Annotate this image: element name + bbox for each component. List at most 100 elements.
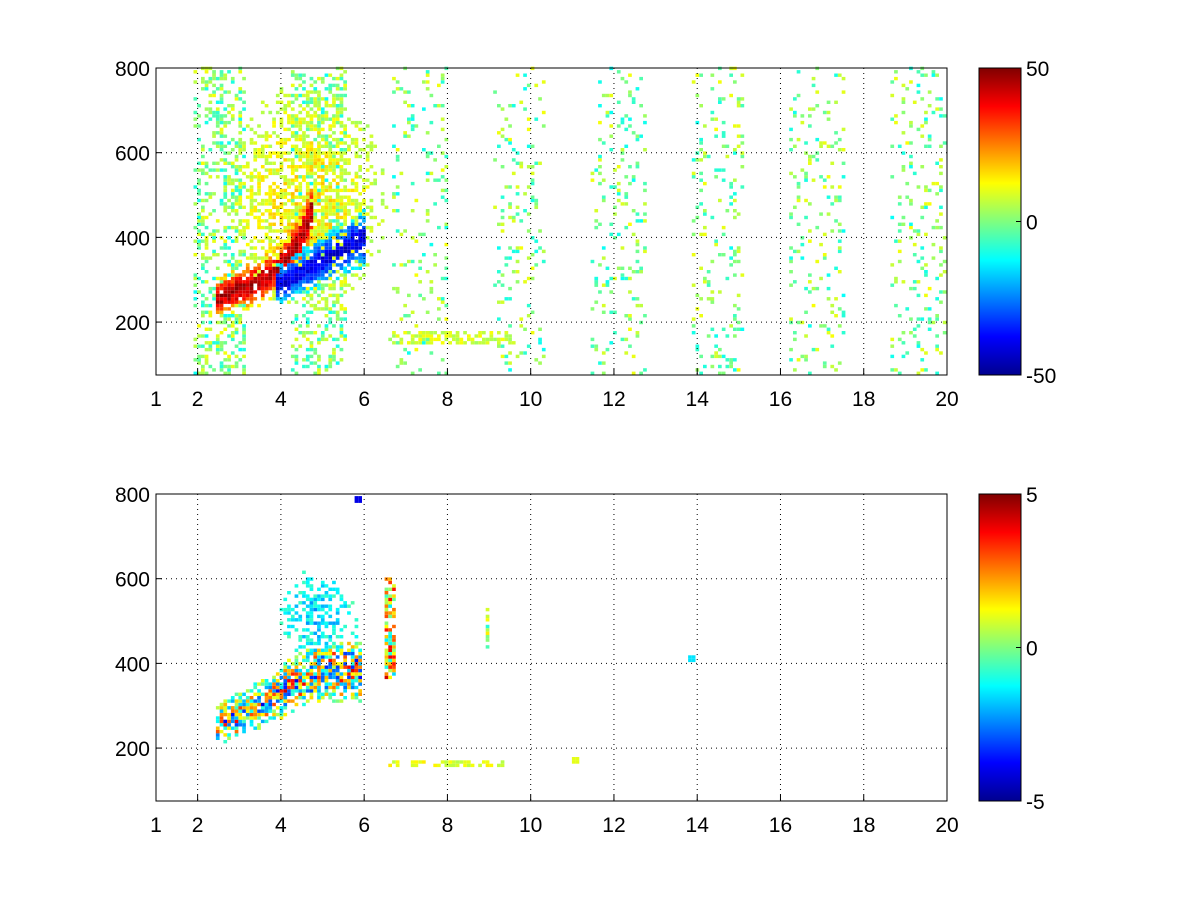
heatmap-cell bbox=[257, 151, 261, 155]
heatmap-cell bbox=[298, 104, 303, 108]
heatmap-cell bbox=[268, 192, 273, 196]
heatmap-cell bbox=[691, 283, 696, 287]
heatmap-cell bbox=[721, 232, 726, 237]
heatmap-cell bbox=[305, 202, 310, 206]
heatmap-cell bbox=[313, 181, 318, 186]
heatmap-cell bbox=[298, 212, 303, 216]
heatmap-cell bbox=[238, 347, 243, 352]
heatmap-cell bbox=[193, 290, 198, 294]
heatmap-cell bbox=[238, 110, 243, 115]
heatmap-cell bbox=[242, 100, 246, 104]
heatmap-cell bbox=[347, 249, 351, 254]
heatmap-cell bbox=[305, 668, 310, 673]
heatmap-cell bbox=[313, 689, 318, 693]
heatmap-cell bbox=[294, 215, 299, 220]
heatmap-cell bbox=[328, 286, 333, 291]
heatmap-cell bbox=[523, 192, 527, 196]
heatmap-cell bbox=[294, 611, 299, 615]
heatmap-cell bbox=[635, 259, 640, 264]
heatmap-cell bbox=[309, 303, 314, 308]
heatmap-cell bbox=[302, 607, 306, 612]
heatmap-cell bbox=[354, 181, 359, 186]
heatmap-cell bbox=[523, 107, 527, 111]
heatmap-cell bbox=[204, 280, 209, 284]
heatmap-cell bbox=[287, 658, 291, 663]
heatmap-cell bbox=[279, 90, 284, 94]
heatmap-cell bbox=[841, 229, 846, 233]
heatmap-cell bbox=[290, 668, 295, 673]
heatmap-cell bbox=[290, 692, 295, 696]
heatmap-cell bbox=[425, 131, 430, 135]
heatmap-cell bbox=[332, 83, 336, 88]
heatmap-cell bbox=[320, 648, 325, 652]
heatmap-cell bbox=[463, 341, 467, 345]
heatmap-cell bbox=[384, 601, 389, 605]
heatmap-cell bbox=[283, 242, 288, 247]
heatmap-cell bbox=[733, 249, 737, 254]
heatmap-cell bbox=[894, 276, 898, 281]
heatmap-cell bbox=[305, 154, 310, 159]
heatmap-cell bbox=[208, 80, 213, 84]
heatmap-cell bbox=[324, 87, 329, 91]
heatmap-cell bbox=[590, 371, 595, 375]
heatmap-cell bbox=[350, 249, 355, 254]
heatmap-cell bbox=[740, 73, 745, 77]
heatmap-cell bbox=[215, 276, 220, 281]
heatmap-cell bbox=[227, 699, 231, 703]
heatmap-cell bbox=[414, 198, 419, 203]
heatmap-cell bbox=[317, 337, 321, 342]
heatmap-cell bbox=[343, 205, 347, 209]
heatmap-cell bbox=[511, 148, 516, 152]
heatmap-cell bbox=[350, 229, 355, 233]
heatmap-cell bbox=[837, 148, 842, 152]
heatmap-cell bbox=[223, 168, 228, 172]
heatmap-cell bbox=[620, 117, 625, 121]
heatmap-cell bbox=[332, 621, 336, 625]
heatmap-cell bbox=[320, 80, 325, 84]
heatmap-cell bbox=[309, 239, 314, 243]
heatmap-cell bbox=[388, 628, 392, 632]
heatmap-cell bbox=[298, 205, 303, 209]
heatmap-cell bbox=[317, 154, 321, 159]
heatmap-cell bbox=[358, 679, 362, 683]
heatmap-cell bbox=[219, 341, 224, 345]
heatmap-cell bbox=[305, 90, 310, 94]
heatmap-cell bbox=[452, 334, 456, 338]
heatmap-cell bbox=[290, 273, 295, 277]
heatmap-cell bbox=[437, 178, 441, 182]
heatmap-cell bbox=[294, 655, 299, 659]
heatmap-cell bbox=[283, 137, 288, 142]
heatmap-cell bbox=[294, 131, 299, 135]
heatmap-cell bbox=[223, 242, 228, 247]
heatmap-cell bbox=[253, 270, 258, 274]
heatmap-cell bbox=[613, 276, 617, 281]
heatmap-cell bbox=[407, 117, 411, 121]
heatmap-cell bbox=[305, 97, 310, 101]
heatmap-cell bbox=[320, 205, 325, 209]
heatmap-cell bbox=[733, 327, 737, 331]
heatmap-cell bbox=[598, 361, 602, 365]
heatmap-cell bbox=[290, 114, 295, 118]
heatmap-cell bbox=[298, 215, 303, 220]
heatmap-cell bbox=[309, 310, 314, 314]
heatmap-cell bbox=[283, 668, 288, 673]
heatmap-cell bbox=[313, 151, 318, 155]
heatmap-cell bbox=[298, 232, 303, 237]
heatmap-cell bbox=[298, 263, 303, 267]
heatmap-cell bbox=[620, 120, 625, 125]
heatmap-cell bbox=[939, 212, 943, 216]
heatmap-cell bbox=[530, 253, 535, 257]
heatmap-cell bbox=[313, 185, 318, 189]
heatmap-cell bbox=[620, 151, 625, 155]
heatmap-cell bbox=[313, 283, 318, 287]
heatmap-cell bbox=[317, 368, 321, 372]
heatmap-cell bbox=[242, 347, 246, 352]
heatmap-cell bbox=[279, 87, 284, 91]
heatmap-cell bbox=[347, 679, 351, 683]
heatmap-cell bbox=[324, 253, 329, 257]
heatmap-cell bbox=[358, 165, 362, 169]
heatmap-cell bbox=[227, 110, 231, 115]
heatmap-cell bbox=[290, 290, 295, 294]
heatmap-cell bbox=[733, 303, 737, 308]
heatmap-cell bbox=[313, 672, 318, 676]
